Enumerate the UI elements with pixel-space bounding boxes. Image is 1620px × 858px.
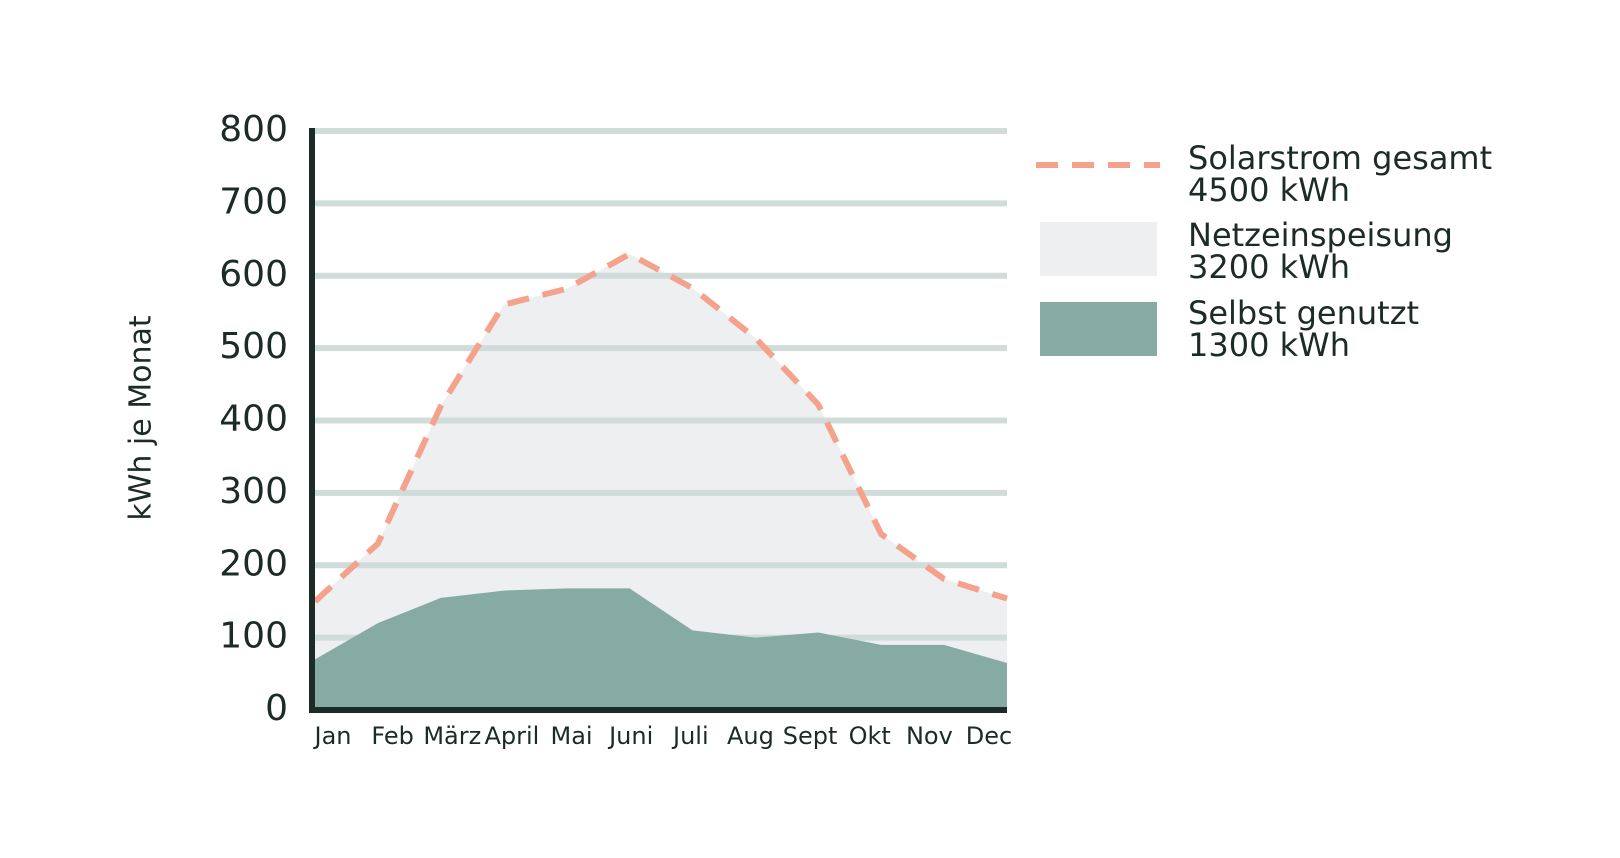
legend-swatch-feed-in [1040, 222, 1157, 276]
area-self-use [315, 588, 1007, 710]
y-tick-label: 0 [265, 688, 288, 729]
y-tick-label: 800 [219, 109, 288, 150]
y-tick-label: 400 [219, 399, 288, 440]
x-tick-label: Mai [550, 722, 592, 750]
x-tick-label: Sept [783, 722, 838, 750]
legend-label: Netzeinspeisung [1188, 216, 1453, 254]
legend-label: Selbst genutzt [1188, 294, 1419, 332]
x-tick-label: Okt [849, 722, 891, 750]
x-tick-label: Aug [727, 722, 774, 750]
x-tick-label: Feb [371, 722, 414, 750]
y-tick-label: 600 [219, 254, 288, 295]
y-tick-label: 500 [219, 326, 288, 367]
y-tick-label: 700 [219, 181, 288, 222]
legend-total: 4500 kWh [1188, 171, 1350, 209]
y-axis-title: kWh je Monat [124, 315, 159, 521]
x-tick-label: Juli [671, 722, 709, 750]
y-tick-label: 300 [219, 471, 288, 512]
x-tick-label: Dec [966, 722, 1012, 750]
x-tick-label: Juni [607, 722, 653, 750]
x-tick-label: Nov [906, 722, 953, 750]
x-tick-label: Jan [313, 722, 352, 750]
legend-label: Solarstrom gesamt [1188, 139, 1492, 177]
legend-swatch-self-use [1040, 302, 1157, 356]
x-tick-label: April [484, 722, 539, 750]
y-tick-label: 200 [219, 543, 288, 584]
legend-total: 1300 kWh [1188, 326, 1350, 364]
y-tick-label: 100 [219, 616, 288, 657]
legend-total: 3200 kWh [1188, 248, 1350, 286]
x-tick-label: März [423, 722, 481, 750]
